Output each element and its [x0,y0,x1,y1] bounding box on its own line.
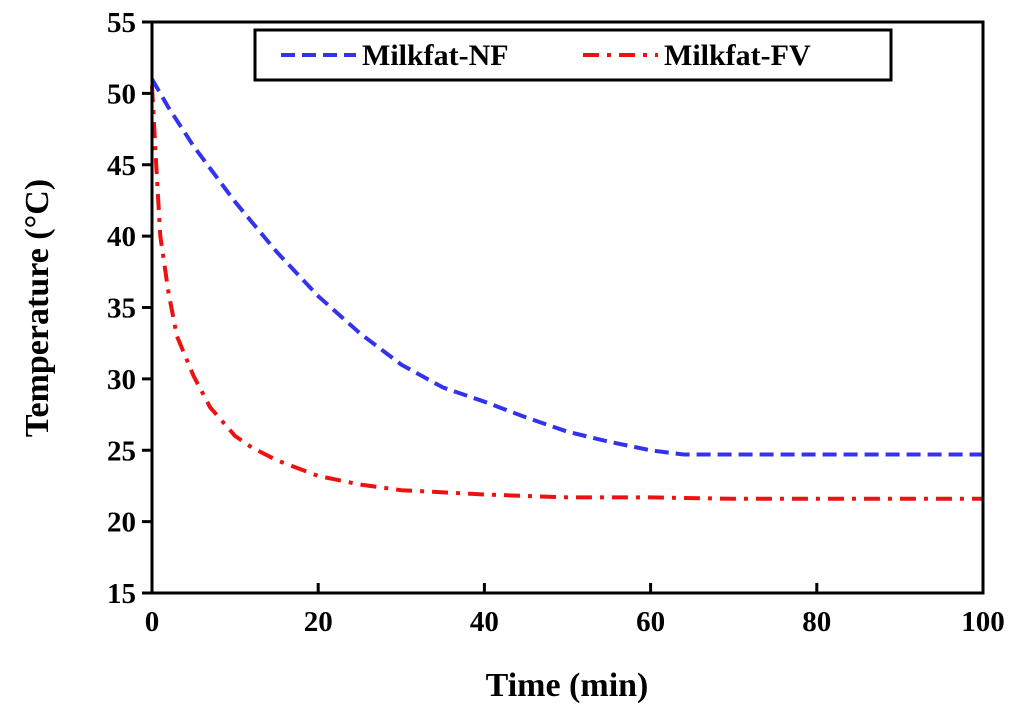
x-tick-label: 0 [145,606,160,638]
tick-marks [142,20,985,595]
y-tick-label: 15 [107,578,136,610]
x-tick-label: 100 [961,606,1005,638]
tick-labels: 0 20 40 60 80 100 15 20 25 30 35 40 45 50 55 [107,7,1005,638]
x-tick-label: 80 [802,606,831,638]
legend-box [253,28,893,82]
legend-label-milkfat-nf: Milkfat-NF [362,39,509,72]
y-tick-label: 35 [107,293,136,325]
y-tick-label: 45 [107,150,136,182]
series-line-milkfat-fv [150,86,983,501]
x-tick-label: 60 [636,606,665,638]
x-axis-title: Time (min) [486,667,649,704]
x-tick-label: 20 [304,606,333,638]
series-lines [150,78,983,501]
y-tick-label: 30 [107,364,136,396]
legend: Milkfat-NF Milkfat-FV [253,28,893,82]
plot-area-frame [150,20,985,595]
y-tick-label: 25 [107,435,136,467]
y-tick-label: 55 [107,7,136,39]
y-tick-label: 50 [107,78,136,110]
y-tick-label: 40 [107,221,136,253]
legend-label-milkfat-fv: Milkfat-FV [664,39,811,72]
series-line-milkfat-nf [150,78,983,457]
x-tick-label: 40 [470,606,499,638]
y-axis-title: Temperature (°C) [19,179,56,437]
y-tick-label: 20 [107,507,136,539]
